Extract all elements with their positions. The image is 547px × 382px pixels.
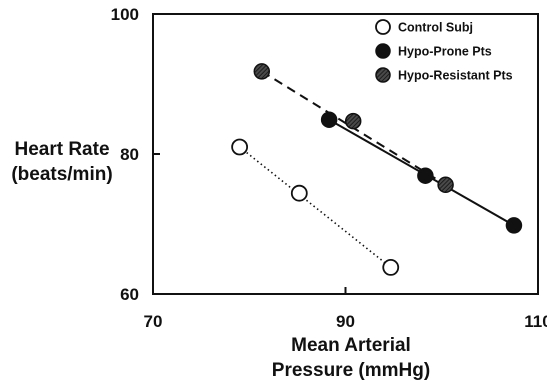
legend: Control Subj Hypo-Prone Pts Hypo-Resistant… <box>375 19 513 83</box>
x-tick-label-110: 110 <box>524 312 547 331</box>
legend-label-0: Control Subj <box>398 21 473 35</box>
x-axis-ticks <box>152 287 539 294</box>
data-point-s0-p2 <box>382 258 400 276</box>
data-point-s0-p0 <box>231 138 249 156</box>
data-point-s1-p1 <box>417 167 434 184</box>
y-axis-title-line-1: Heart Rate <box>14 139 109 160</box>
y-tick-label-100: 100 <box>111 5 139 24</box>
y-axis-ticks <box>153 13 160 295</box>
y-tick-label-60: 60 <box>120 285 139 304</box>
series-line-0 <box>239 146 392 269</box>
data-point-s2-p0 <box>253 63 271 80</box>
x-tick-label-90: 90 <box>336 312 355 331</box>
y-axis-tick-labels: 60 80 100 <box>111 5 139 304</box>
x-axis-title-line-1: Mean Arterial <box>291 335 411 356</box>
y-axis-title-line-2: (beats/min) <box>11 164 112 185</box>
data-point-s1-p2 <box>505 217 523 234</box>
legend-label-1: Hypo-Prone Pts <box>398 45 492 59</box>
data-point-s2-p1 <box>344 112 362 130</box>
data-point-s1-p0 <box>320 111 338 128</box>
x-tick-label-70: 70 <box>144 312 163 331</box>
legend-marker-1 <box>375 43 391 59</box>
x-axis-title-line-2: Pressure (mmHg) <box>272 360 430 381</box>
x-axis-tick-labels: 70 90 110 <box>144 312 547 331</box>
series-lines <box>239 70 515 269</box>
legend-marker-2 <box>375 67 391 83</box>
y-tick-label-80: 80 <box>120 145 139 164</box>
legend-marker-0 <box>375 19 391 35</box>
data-point-s0-p1 <box>290 184 308 202</box>
legend-label-2: Hypo-Resistant Pts <box>398 69 513 83</box>
series-points <box>231 63 523 276</box>
data-point-s2-p2 <box>437 176 454 194</box>
